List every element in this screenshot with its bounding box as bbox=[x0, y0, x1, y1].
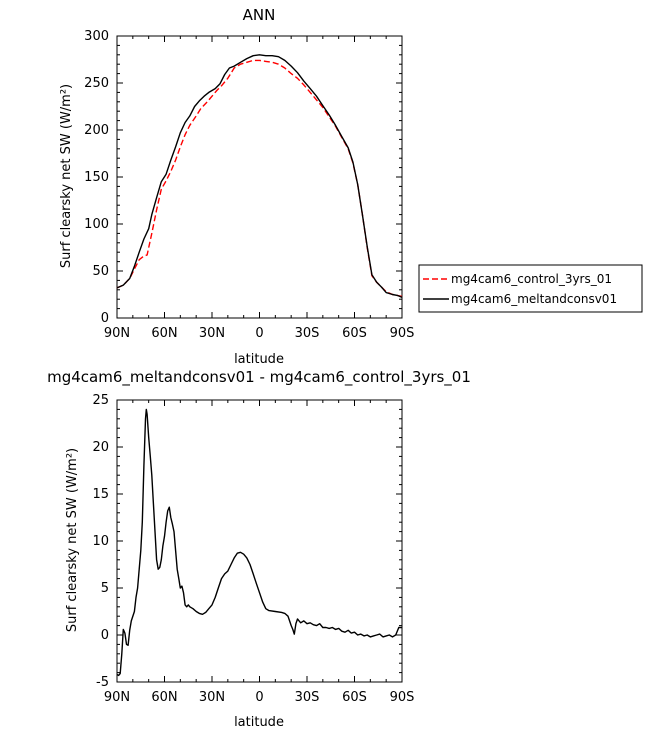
bottom-y-tick-label: 5 bbox=[101, 581, 109, 596]
legend-label-0: mg4cam6_control_3yrs_01 bbox=[451, 272, 612, 286]
top-y-tick-label: 250 bbox=[84, 76, 109, 91]
top-y-tick-label: 100 bbox=[84, 217, 109, 232]
bottom-chart-ylabel: Surf clearsky net SW (W/m²) bbox=[65, 448, 80, 632]
bottom-series-line-0 bbox=[116, 408, 402, 677]
bottom-x-tick-label: 0 bbox=[255, 690, 263, 705]
top-plot-area: 90N 60N 30N 0 30S 60S 90S 0 50 100 150 200 250 300 bbox=[84, 29, 414, 341]
top-y-tick-label: 200 bbox=[84, 123, 109, 138]
top-x-tick-label: 0 bbox=[255, 326, 263, 341]
bottom-x-tick-label: 30N bbox=[199, 690, 225, 705]
top-series-line-0 bbox=[116, 59, 403, 298]
top-chart-xlabel: latitude bbox=[234, 352, 284, 367]
top-y-tick-label: 0 bbox=[101, 311, 109, 326]
bottom-chart-title: mg4cam6_meltandconsv01 - mg4cam6_control… bbox=[47, 368, 471, 387]
bottom-y-tick-label: -5 bbox=[96, 675, 109, 690]
top-x-tick-label: 60N bbox=[151, 326, 177, 341]
bottom-y-tick-label: 20 bbox=[92, 440, 109, 455]
top-chart-legend: mg4cam6_control_3yrs_01 mg4cam6_meltandco… bbox=[418, 264, 643, 313]
bottom-plot-area: 90N 60N 30N 0 30S 60S 90S -5 0 5 10 15 20 25 bbox=[92, 393, 414, 705]
top-y-tick-label: 300 bbox=[84, 29, 109, 44]
legend-box bbox=[418, 264, 643, 313]
bottom-x-tick-label: 90N bbox=[104, 690, 130, 705]
bottom-x-tick-label: 30S bbox=[295, 690, 320, 705]
bottom-x-tick-label: 60N bbox=[151, 690, 177, 705]
bottom-chart-panel: mg4cam6_meltandconsv01 - mg4cam6_control… bbox=[47, 368, 471, 730]
legend-label-1: mg4cam6_meltandconsv01 bbox=[451, 292, 617, 306]
bottom-y-tick-label: 10 bbox=[92, 534, 109, 549]
top-y-tick-label: 150 bbox=[84, 170, 109, 185]
bottom-chart-xlabel: latitude bbox=[234, 715, 284, 730]
bottom-x-tick-label: 60S bbox=[342, 690, 367, 705]
top-chart-title: ANN bbox=[243, 6, 276, 24]
top-y-tick-label: 50 bbox=[92, 264, 109, 279]
top-x-tick-label: 30S bbox=[295, 326, 320, 341]
top-x-tick-label: 90N bbox=[104, 326, 130, 341]
bottom-y-tick-label: 15 bbox=[92, 487, 109, 502]
top-x-tick-label: 30N bbox=[199, 326, 225, 341]
bottom-plot-frame bbox=[116, 399, 403, 683]
bottom-y-tick-label: 25 bbox=[92, 393, 109, 408]
top-series-line-1 bbox=[116, 54, 403, 298]
bottom-x-tick-label: 90S bbox=[390, 690, 415, 705]
top-plot-frame bbox=[116, 35, 403, 319]
top-x-tick-label: 90S bbox=[390, 326, 415, 341]
top-chart-panel: ANN 90N 60N 30N 0 30S 60S 90S 0 50 100 150 200 250 30… bbox=[59, 6, 643, 367]
bottom-y-tick-label: 0 bbox=[101, 628, 109, 643]
top-chart-ylabel: Surf clearsky net SW (W/m²) bbox=[59, 84, 74, 268]
top-x-tick-label: 60S bbox=[342, 326, 367, 341]
